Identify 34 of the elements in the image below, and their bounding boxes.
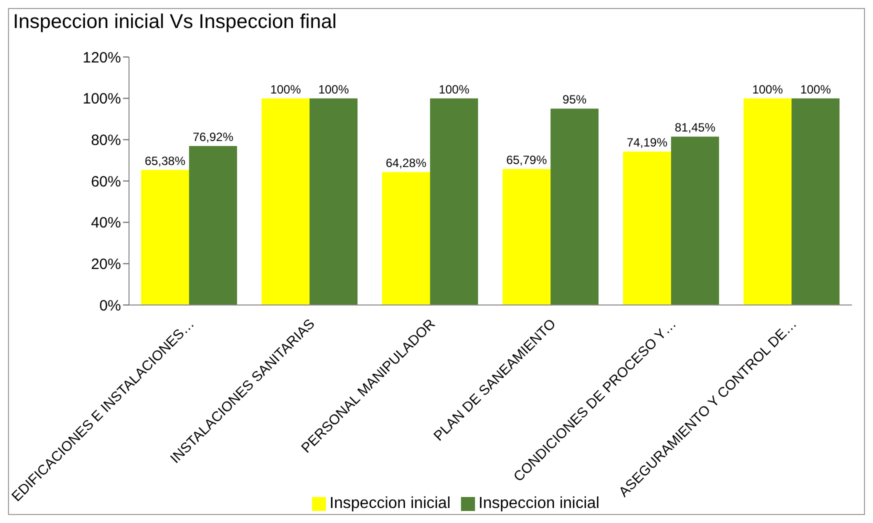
- y-tick-label: 120%: [82, 49, 121, 66]
- chart-title: Inspeccion inicial Vs Inspeccion final: [12, 10, 338, 35]
- y-tick-label: 60%: [90, 173, 121, 190]
- y-tick-label: 40%: [90, 214, 121, 232]
- bar: [141, 170, 190, 305]
- legend-label: Inspeccion inicial: [478, 495, 600, 512]
- bar: [744, 98, 792, 305]
- bar: [262, 98, 310, 305]
- y-tick-label: 20%: [90, 256, 121, 273]
- data-label: 100%: [270, 82, 302, 96]
- data-label: 100%: [438, 82, 470, 96]
- y-tick-label: 0%: [99, 297, 121, 314]
- data-label: 76,92%: [192, 130, 234, 144]
- bar: [430, 98, 478, 305]
- bar: [382, 172, 430, 305]
- data-label: 100%: [318, 82, 350, 96]
- bar: [189, 146, 238, 305]
- bar: [502, 169, 551, 305]
- data-label: 64,28%: [386, 156, 427, 170]
- data-label: 100%: [752, 82, 784, 96]
- y-tick-label: 100%: [82, 90, 121, 108]
- legend-label: Inspeccion inicial: [330, 495, 450, 512]
- y-tick-label: 80%: [90, 132, 121, 149]
- bar: [671, 136, 720, 305]
- bar: [550, 108, 599, 305]
- data-label: 65,79%: [506, 153, 548, 168]
- bar: [623, 152, 672, 305]
- data-label: 74,19%: [626, 136, 668, 150]
- data-label: 81,45%: [674, 120, 716, 135]
- data-label: 95%: [562, 92, 587, 107]
- bar: [792, 98, 840, 305]
- data-label: 65,38%: [144, 154, 186, 168]
- data-label: 100%: [800, 82, 832, 96]
- bar: [310, 98, 358, 305]
